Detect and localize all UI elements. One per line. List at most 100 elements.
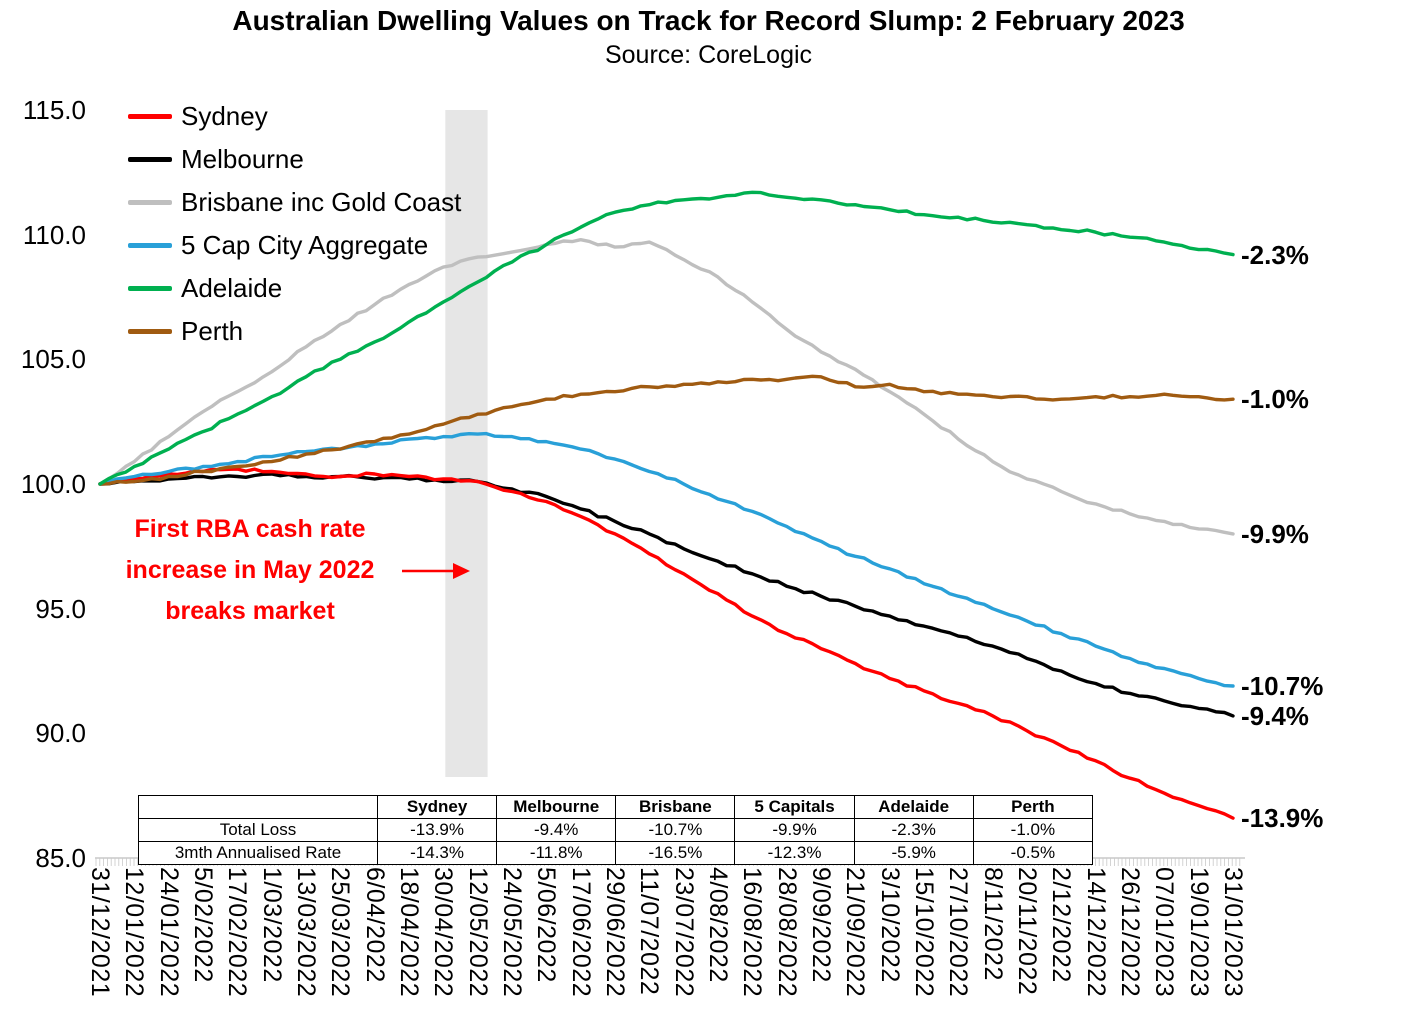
- end-label-brisbane-inc-gold-coast: -9.9%: [1241, 518, 1309, 549]
- series-line-adelaide: [98, 190, 1235, 486]
- table-cell: -13.9%: [376, 818, 498, 842]
- table-header-cell: Sydney: [376, 795, 498, 819]
- table-header-cell: Perth: [972, 795, 1094, 819]
- x-axis-label: 4/08/2022: [704, 867, 732, 983]
- x-axis-label: 30/04/2022: [429, 867, 458, 998]
- annotation-line-2: increase in May 2022: [125, 556, 375, 584]
- x-axis-label: 26/12/2022: [1116, 867, 1144, 998]
- end-label-melbourne: -9.4%: [1241, 700, 1309, 731]
- legend-label: 5 Cap City Aggregate: [181, 230, 429, 260]
- x-axis-label: 12/01/2022: [120, 867, 149, 998]
- annotation: First RBA cash rate increase in May 2022…: [100, 509, 400, 632]
- x-axis-label: 14/12/2022: [1081, 867, 1110, 998]
- y-axis-label: 110.0: [22, 219, 86, 250]
- table-header-row: Sydney Melbourne Brisbane 5 Capitals Adelaid…: [138, 795, 1094, 819]
- end-label-sydney: -13.9%: [1241, 803, 1324, 834]
- x-axis-label: 1/03/2022: [257, 867, 286, 983]
- legend-swatch-sydney: [128, 114, 172, 119]
- chart-subtitle: Source: CoreLogic: [604, 41, 813, 69]
- table-cell: -10.7%: [615, 818, 736, 842]
- end-label-perth: -1.0%: [1241, 384, 1309, 415]
- table-cell: -2.3%: [853, 818, 974, 842]
- table-header-cell: [138, 795, 378, 819]
- table-row-label: 3mth Annualised Rate: [138, 841, 378, 865]
- legend-item-adelaide: Adelaide: [128, 273, 461, 304]
- x-axis-label: 24/01/2022: [154, 867, 183, 998]
- table-cell: -11.8%: [496, 841, 617, 865]
- annotation-line-3: breaks market: [165, 597, 335, 625]
- x-axis-label: 17/02/2022: [223, 867, 252, 998]
- x-axis-label: 2/12/2022: [1047, 867, 1076, 983]
- x-axis-label: 27/10/2022: [944, 867, 973, 998]
- y-axis-label: 85.0: [35, 843, 86, 873]
- legend-swatch-5-cap-city-aggregate: [128, 243, 172, 248]
- x-axis-label: 23/07/2022: [669, 867, 698, 998]
- x-axis-label: 28/08/2022: [772, 867, 801, 998]
- table-header-cell: Adelaide: [853, 795, 974, 819]
- end-label-adelaide: -2.3%: [1241, 239, 1309, 270]
- legend-label: Perth: [181, 316, 244, 346]
- legend-swatch-perth: [128, 329, 172, 334]
- table-cell: -9.4%: [496, 818, 617, 842]
- legend-label: Melbourne: [181, 144, 304, 174]
- legend-item-melbourne: Melbourne: [128, 144, 461, 175]
- series-line-5-cap-city-aggregate: [98, 431, 1235, 688]
- table-cell: -9.9%: [734, 818, 855, 842]
- y-axis-label: 100.0: [20, 469, 86, 499]
- x-axis-label: 15/10/2022: [910, 867, 938, 998]
- y-axis-label: 90.0: [35, 718, 86, 749]
- legend-swatch-melbourne: [128, 157, 172, 162]
- legend-item-5-cap-city-aggregate: 5 Cap City Aggregate: [128, 230, 461, 261]
- x-axis-label: 21/09/2022: [841, 867, 870, 998]
- x-axis-label: 9/09/2022: [807, 867, 835, 983]
- table-cell: -0.5%: [972, 841, 1094, 865]
- table-row: Total Loss -13.9% -9.4% -10.7% -9.9% -2.3% -1.…: [138, 818, 1094, 842]
- x-axis-label: 5/06/2022: [532, 867, 561, 983]
- legend-label: Sydney: [181, 101, 268, 131]
- y-axis-label: 95.0: [35, 593, 86, 624]
- legend-swatch-brisbane-inc-gold-coast: [128, 200, 172, 205]
- table-cell: -1.0%: [972, 818, 1094, 842]
- y-axis-label: 115.0: [22, 95, 86, 125]
- table-header-cell: Brisbane: [615, 795, 736, 819]
- table-header-cell: 5 Capitals: [734, 795, 855, 819]
- stats-table: Sydney Melbourne Brisbane 5 Capitals Adelaid…: [138, 795, 1094, 865]
- annotation-line-1: First RBA cash rate: [134, 515, 366, 543]
- legend: Sydney Melbourne Brisbane inc Gold Coast 5 …: [128, 101, 461, 359]
- table-cell: -14.3%: [376, 841, 498, 865]
- series-line-brisbane-inc-gold-coast: [98, 238, 1235, 536]
- annotation-arrow-icon: [453, 563, 470, 579]
- table-row: 3mth Annualised Rate -14.3% -11.8% -16.5% -1…: [138, 841, 1094, 865]
- legend-item-perth: Perth: [128, 316, 461, 347]
- table-cell: -12.3%: [734, 841, 855, 865]
- x-axis-label: 5/02/2022: [189, 867, 217, 983]
- y-axis-label: 105.0: [20, 344, 86, 375]
- x-axis-label: 17/06/2022: [566, 867, 595, 998]
- x-axis-label: 19/01/2023: [1184, 867, 1213, 998]
- x-axis-label: 29/06/2022: [601, 867, 629, 998]
- legend-swatch-adelaide: [128, 286, 172, 291]
- table-header-cell: Melbourne: [496, 795, 617, 819]
- x-axis-label: 12/05/2022: [463, 867, 492, 998]
- x-axis-label: 24/05/2022: [498, 867, 526, 998]
- legend-label: Brisbane inc Gold Coast: [181, 187, 462, 217]
- table-cell: -16.5%: [615, 841, 736, 865]
- series-line-sydney: [98, 467, 1235, 820]
- x-axis-label: 13/03/2022: [292, 867, 320, 998]
- x-axis-label: 31/12/2021: [86, 867, 114, 998]
- x-axis-label: 16/08/2022: [738, 867, 767, 998]
- series-line-perth: [98, 374, 1235, 486]
- x-axis-label: 3/10/2022: [875, 867, 904, 983]
- x-axis-label: 20/11/2022: [1013, 867, 1041, 996]
- x-axis-label: 11/07/2022: [635, 867, 664, 996]
- legend-item-brisbane-inc-gold-coast: Brisbane inc Gold Coast: [128, 187, 461, 218]
- table-cell: -5.9%: [853, 841, 974, 865]
- x-axis-label: 8/11/2022: [978, 867, 1007, 981]
- legend-item-sydney: Sydney: [128, 101, 461, 132]
- legend-label: Adelaide: [181, 273, 283, 303]
- x-axis-label: 07/01/2023: [1150, 867, 1179, 998]
- end-label-5-cap-city-aggregate: -10.7%: [1241, 671, 1324, 701]
- x-axis-label: 31/01/2023: [1219, 867, 1247, 998]
- x-axis-label: 18/04/2022: [395, 867, 423, 998]
